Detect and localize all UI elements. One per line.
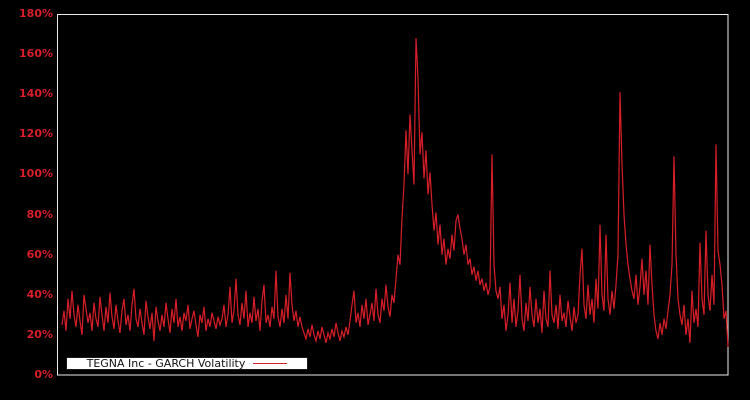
y-axis-tick-label: 0% xyxy=(34,368,53,381)
y-axis-tick-label: 80% xyxy=(26,207,53,221)
garch-volatility-series-line xyxy=(61,38,729,347)
legend-label: TEGNA Inc - GARCH Volatility xyxy=(86,357,246,370)
legend: TEGNA Inc - GARCH Volatility xyxy=(66,357,308,370)
y-axis-tick-label: 120% xyxy=(19,127,53,141)
plot-area-border xyxy=(57,14,729,376)
legend-line-sample xyxy=(253,363,288,364)
y-axis-tick-label: 40% xyxy=(26,287,53,301)
y-axis-tick-label: 160% xyxy=(19,47,53,61)
y-axis-tick-label: 180% xyxy=(19,7,53,20)
y-axis-tick-label: 100% xyxy=(19,167,53,181)
y-axis-tick-label: 60% xyxy=(26,247,53,261)
y-axis-tick-label: 140% xyxy=(19,87,53,101)
y-axis-tick-label: 20% xyxy=(26,327,53,341)
